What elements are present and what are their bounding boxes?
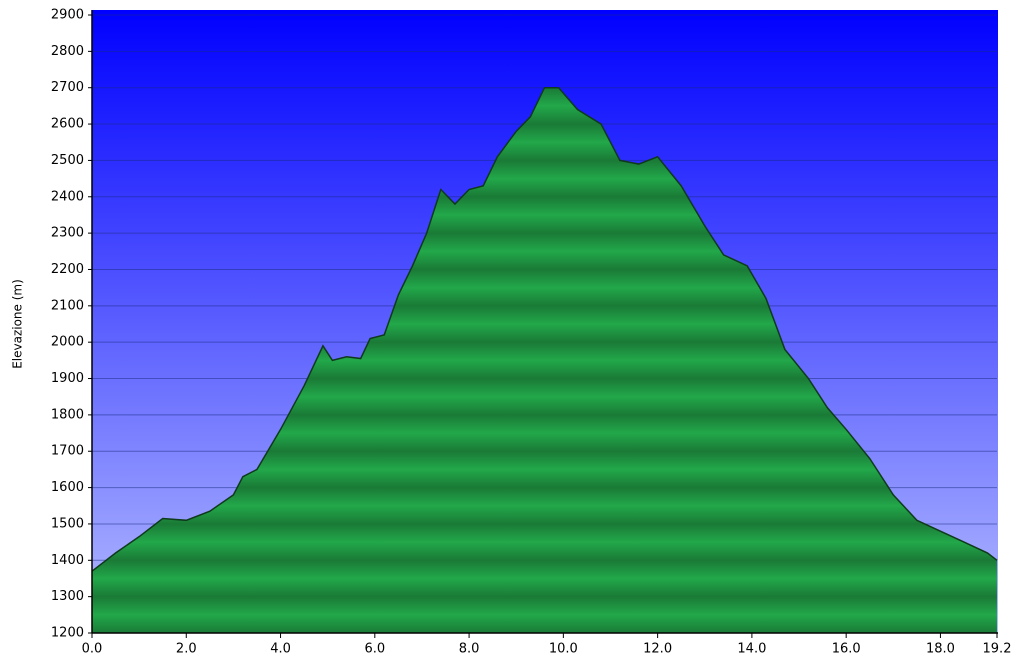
y-tick-label: 1800 (51, 407, 84, 422)
x-tick-label: 14.0 (737, 642, 766, 657)
y-tick-label: 2000 (51, 335, 84, 350)
y-tick-label: 1200 (51, 626, 84, 641)
y-tick-label: 2500 (51, 153, 84, 168)
y-tick-label: 2100 (51, 298, 84, 313)
y-tick-label: 1700 (51, 444, 84, 459)
x-tick-label: 0.0 (82, 642, 103, 657)
y-tick-label: 1300 (51, 589, 84, 604)
area-outline (91, 86, 998, 572)
x-tick-label: 10.0 (549, 642, 578, 657)
y-tick-label: 1400 (51, 553, 84, 568)
y-tick-label: 2900 (51, 8, 84, 23)
y-tick-label: 2700 (51, 80, 84, 95)
y-tick-label: 2400 (51, 189, 84, 204)
x-tick-label: 2.0 (176, 642, 197, 657)
x-tick-label: 16.0 (832, 642, 861, 657)
y-tick-label: 1900 (51, 371, 84, 386)
y-axis-label: Elevazione (m) (11, 279, 25, 369)
y-tick-label: 1600 (51, 480, 84, 495)
x-tick-label: 19.2 (983, 642, 1011, 657)
area (92, 87, 997, 634)
x-tick-label: 18.0 (926, 642, 955, 657)
x-tick-label: 6.0 (364, 642, 385, 657)
y-tick-label: 1500 (51, 516, 84, 531)
x-tick-label: 8.0 (459, 642, 480, 657)
x-tick-label: 4.0 (270, 642, 291, 657)
y-tick-label: 2200 (51, 262, 84, 277)
y-tick-label: 2300 (51, 226, 84, 241)
x-tick-label: 12.0 (643, 642, 672, 657)
y-tick-label: 2600 (51, 117, 84, 132)
y-tick-label: 2800 (51, 44, 84, 59)
